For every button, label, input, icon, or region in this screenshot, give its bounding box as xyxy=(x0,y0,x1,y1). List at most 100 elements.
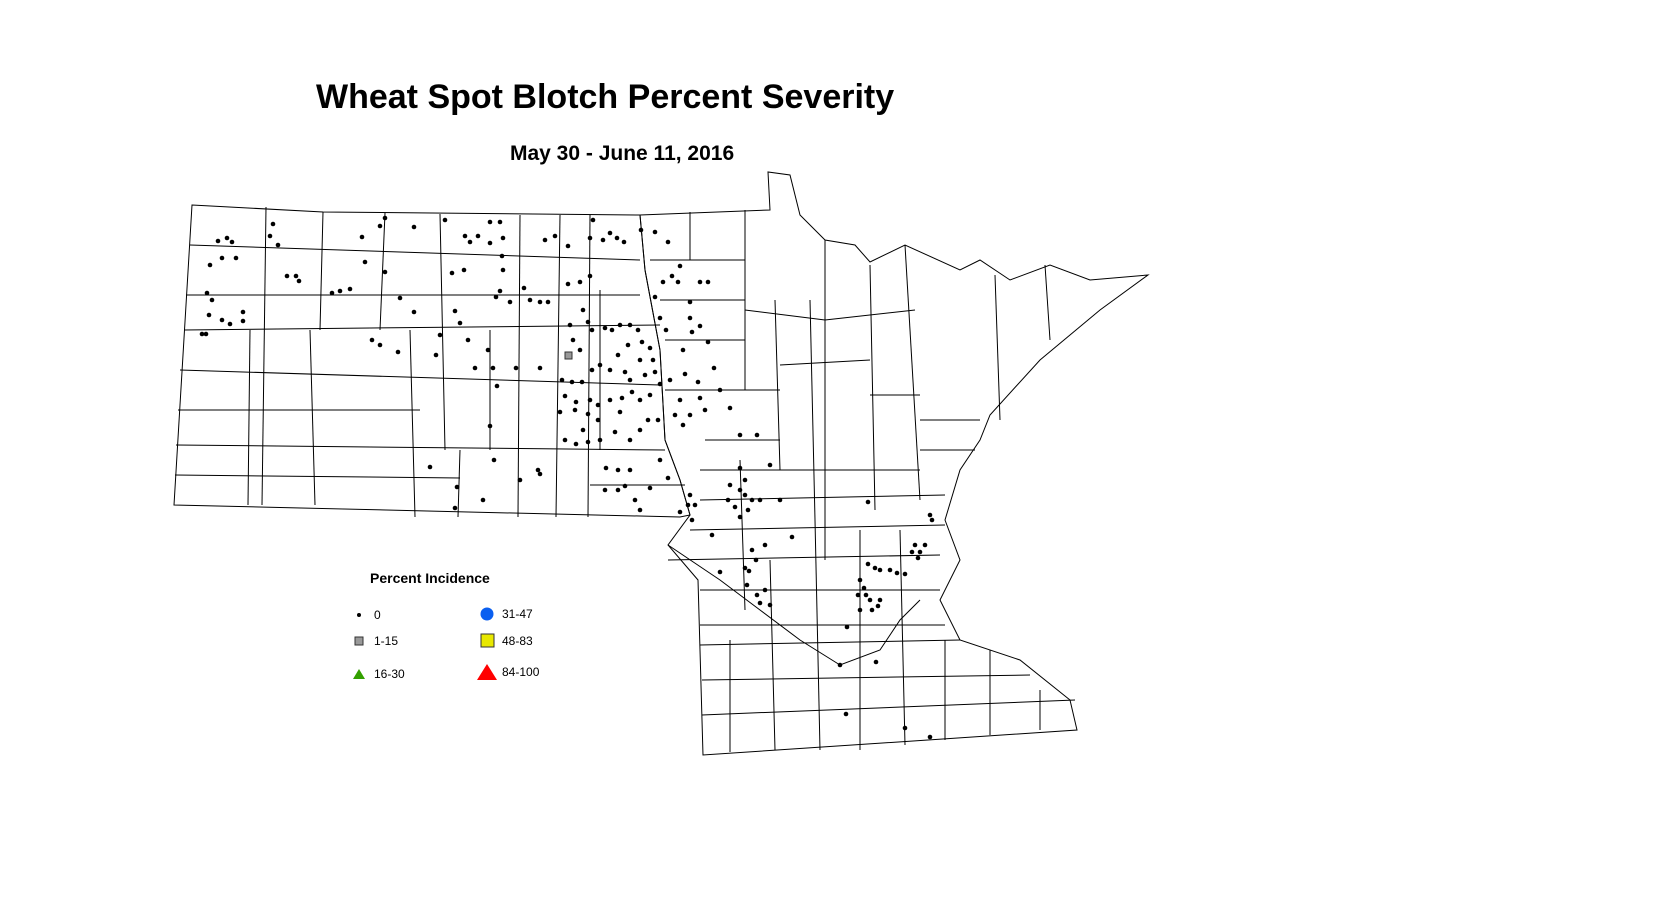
survey-point-0 xyxy=(663,327,669,333)
county-boundary xyxy=(183,324,661,331)
survey-point-0 xyxy=(442,217,448,223)
survey-point-0 xyxy=(682,371,688,377)
legend-label: 48-83 xyxy=(502,633,533,648)
survey-point-0 xyxy=(639,339,645,345)
survey-point-0 xyxy=(622,483,628,489)
survey-point-0 xyxy=(632,497,638,503)
county-boundary xyxy=(994,274,1001,421)
survey-point-0 xyxy=(215,238,221,244)
survey-point-0 xyxy=(497,219,503,225)
survey-point-0 xyxy=(927,512,933,518)
survey-point-0 xyxy=(635,327,641,333)
survey-point-0 xyxy=(621,239,627,245)
survey-point-0 xyxy=(284,273,290,279)
survey-point-0 xyxy=(454,484,460,490)
survey-point-0 xyxy=(867,597,873,603)
survey-point-0 xyxy=(603,465,609,471)
survey-point-0 xyxy=(742,477,748,483)
survey-point-0 xyxy=(672,412,678,418)
survey-point-0 xyxy=(562,437,568,443)
survey-point-0 xyxy=(902,571,908,577)
survey-point-0 xyxy=(595,417,601,423)
survey-point-0 xyxy=(377,223,383,229)
survey-point-0 xyxy=(229,239,235,245)
survey-point-0 xyxy=(665,239,671,245)
county-boundary xyxy=(769,559,776,751)
survey-point-0 xyxy=(206,312,212,318)
survey-point-0 xyxy=(527,297,533,303)
legend-label: 31-47 xyxy=(502,607,533,621)
survey-point-0 xyxy=(677,509,683,515)
survey-point-0 xyxy=(267,233,273,239)
survey-point-0 xyxy=(397,295,403,301)
survey-point-0 xyxy=(580,427,586,433)
survey-point-0 xyxy=(665,475,671,481)
survey-point-0 xyxy=(737,432,743,438)
survey-point-0 xyxy=(742,565,748,571)
survey-point-0 xyxy=(233,255,239,261)
survey-point-0 xyxy=(709,532,715,538)
survey-point-0 xyxy=(627,322,633,328)
survey-point-0 xyxy=(595,402,601,408)
survey-point-0 xyxy=(687,315,693,321)
survey-point-0 xyxy=(452,505,458,511)
survey-point-0 xyxy=(199,331,205,337)
survey-point-0 xyxy=(487,219,493,225)
survey-point-0 xyxy=(537,471,543,477)
survey-point-0 xyxy=(645,417,651,423)
survey-point-0 xyxy=(296,278,302,284)
survey-point-0 xyxy=(411,224,417,230)
survey-point-0 xyxy=(912,542,918,548)
survey-point-0 xyxy=(467,239,473,245)
survey-point-0 xyxy=(732,504,738,510)
survey-point-0 xyxy=(855,592,861,598)
survey-point-0 xyxy=(487,240,493,246)
survey-point-0 xyxy=(655,417,661,423)
survey-point-0 xyxy=(909,549,915,555)
legend-item: 0 xyxy=(348,608,381,622)
survey-point-0 xyxy=(507,299,513,305)
survey-point-0 xyxy=(857,607,863,613)
county-boundary xyxy=(1044,264,1051,341)
survey-point-0 xyxy=(240,309,246,315)
survey-point-0 xyxy=(480,497,486,503)
survey-point-0 xyxy=(589,367,595,373)
survey-point-0 xyxy=(697,395,703,401)
survey-point-0 xyxy=(660,279,666,285)
survey-point-0 xyxy=(687,412,693,418)
legend-label: 0 xyxy=(374,608,381,622)
survey-point-0 xyxy=(562,393,568,399)
survey-point-0 xyxy=(573,441,579,447)
survey-point-0 xyxy=(329,290,335,296)
survey-point-0 xyxy=(637,427,643,433)
survey-point-0 xyxy=(209,297,215,303)
survey-point-0 xyxy=(452,308,458,314)
map-subtitle: May 30 - June 11, 2016 xyxy=(510,142,735,165)
survey-point-0 xyxy=(521,285,527,291)
legend-label: 84-100 xyxy=(502,665,540,679)
survey-point-0 xyxy=(717,569,723,575)
survey-point-0 xyxy=(754,592,760,598)
survey-point-0 xyxy=(382,269,388,275)
survey-point-0 xyxy=(552,233,558,239)
county-boundary xyxy=(904,244,921,501)
survey-point-0 xyxy=(589,327,595,333)
survey-point-0 xyxy=(487,423,493,429)
survey-point-0 xyxy=(837,662,843,668)
county-boundary xyxy=(774,299,781,471)
survey-point-0 xyxy=(657,457,663,463)
survey-point-0 xyxy=(573,399,579,405)
survey-point-0 xyxy=(542,237,548,243)
survey-point-0 xyxy=(737,465,743,471)
survey-point-0 xyxy=(642,372,648,378)
survey-point-1-15 xyxy=(564,351,573,360)
survey-point-0 xyxy=(545,299,551,305)
survey-point-0 xyxy=(491,457,497,463)
survey-point-0 xyxy=(922,542,928,548)
survey-point-0 xyxy=(377,342,383,348)
survey-point-0 xyxy=(240,318,246,324)
survey-point-0 xyxy=(457,320,463,326)
survey-point-0 xyxy=(727,482,733,488)
survey-point-0 xyxy=(567,322,573,328)
